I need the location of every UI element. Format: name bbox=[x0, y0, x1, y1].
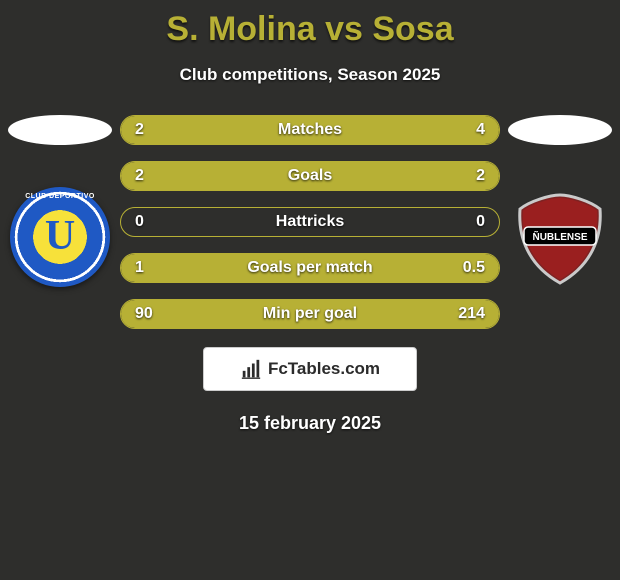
stat-value-right: 0.5 bbox=[463, 259, 485, 277]
page-title: S. Molina vs Sosa bbox=[0, 0, 620, 49]
stat-value-right: 2 bbox=[476, 167, 485, 185]
stat-row: 2 2 Goals bbox=[120, 161, 500, 191]
comparison-content: CLUB DEPORTIVO U ÑUBLENSE 2 4 Matches 2 2 Goa… bbox=[0, 115, 620, 434]
stat-fill-right bbox=[310, 162, 499, 190]
left-crest-letter: U bbox=[45, 212, 75, 260]
left-team-column: CLUB DEPORTIVO U bbox=[0, 115, 120, 287]
bar-chart-icon bbox=[240, 358, 262, 380]
stat-value-right: 0 bbox=[476, 213, 485, 231]
stat-value-left: 2 bbox=[135, 167, 144, 185]
stat-fill-left bbox=[121, 162, 310, 190]
stat-value-right: 4 bbox=[476, 121, 485, 139]
stat-value-left: 1 bbox=[135, 259, 144, 277]
stat-row: 90 214 Min per goal bbox=[120, 299, 500, 329]
page-subtitle: Club competitions, Season 2025 bbox=[0, 65, 620, 85]
right-crest-svg: ÑUBLENSE bbox=[510, 187, 610, 287]
stat-label: Goals per match bbox=[247, 259, 372, 277]
stat-row: 2 4 Matches bbox=[120, 115, 500, 145]
left-team-placeholder-ellipse bbox=[8, 115, 112, 145]
stat-row: 1 0.5 Goals per match bbox=[120, 253, 500, 283]
stat-row: 0 0 Hattricks bbox=[120, 207, 500, 237]
right-crest-banner-text: ÑUBLENSE bbox=[532, 230, 587, 243]
fctables-text: FcTables.com bbox=[268, 359, 380, 379]
comparison-date: 15 february 2025 bbox=[0, 413, 620, 434]
page: S. Molina vs Sosa Club competitions, Sea… bbox=[0, 0, 620, 580]
left-team-crest: CLUB DEPORTIVO U bbox=[10, 187, 110, 287]
right-team-column: ÑUBLENSE bbox=[500, 115, 620, 287]
stat-value-right: 214 bbox=[458, 305, 485, 323]
fctables-credit[interactable]: FcTables.com bbox=[203, 347, 417, 391]
stat-value-left: 0 bbox=[135, 213, 144, 231]
right-team-placeholder-ellipse bbox=[508, 115, 612, 145]
stat-label: Matches bbox=[278, 121, 342, 139]
left-crest-top-text: CLUB DEPORTIVO bbox=[10, 193, 110, 200]
stat-label: Goals bbox=[288, 167, 332, 185]
stat-value-left: 2 bbox=[135, 121, 144, 139]
stat-label: Min per goal bbox=[263, 305, 357, 323]
stat-label: Hattricks bbox=[276, 213, 344, 231]
right-team-crest: ÑUBLENSE bbox=[510, 187, 610, 287]
stat-value-left: 90 bbox=[135, 305, 153, 323]
